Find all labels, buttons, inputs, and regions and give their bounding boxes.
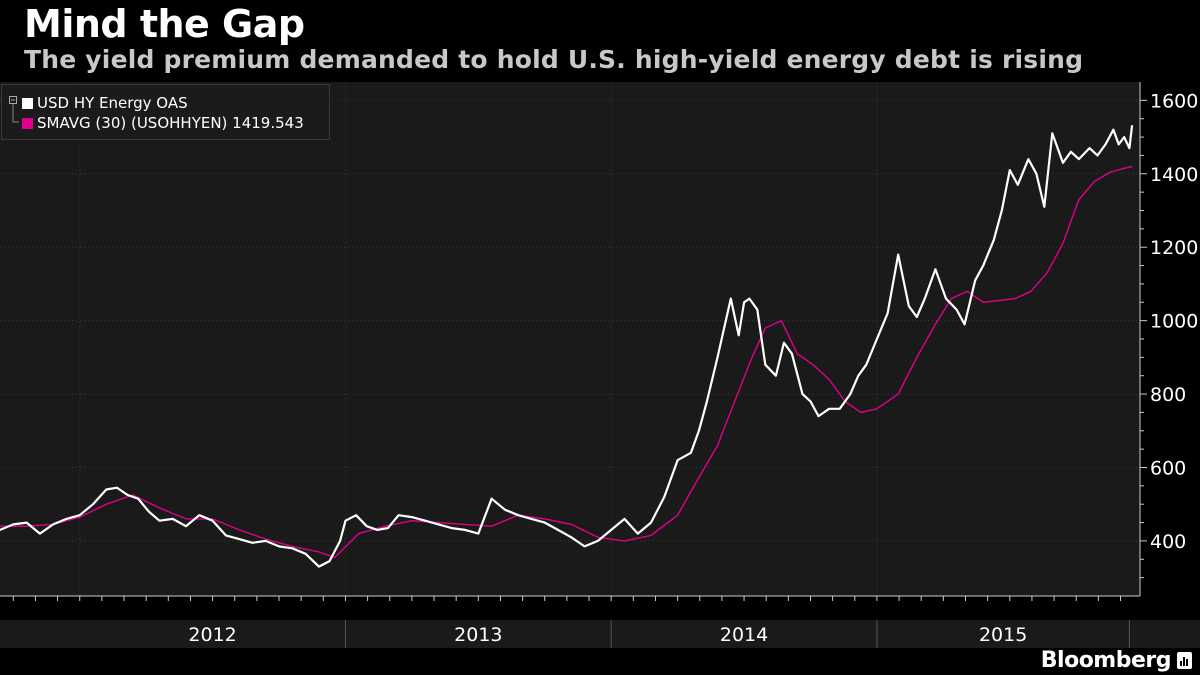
bloomberg-logo: Bloomberg (1041, 648, 1192, 673)
y-tick-label: 600 (1150, 458, 1186, 480)
legend-tree-icon[interactable] (9, 96, 21, 126)
y-tick-label: 1600 (1150, 90, 1198, 112)
bloomberg-terminal-icon (1177, 652, 1192, 669)
plot-area (0, 82, 1140, 596)
series-line-sma (0, 165, 1133, 559)
x-tick-label: 2015 (979, 624, 1027, 646)
chart-title: Mind the Gap (24, 2, 305, 46)
y-tick-label: 800 (1150, 384, 1186, 406)
legend-item-sma[interactable]: SMAVG (30) (USOHHYEN) 1419.543 (22, 113, 304, 133)
series-line-oas (0, 124, 1134, 568)
legend-swatch-oas (22, 97, 33, 109)
y-tick-label: 1000 (1150, 311, 1198, 333)
legend[interactable]: USD HY Energy OAS SMAVG (30) (USOHHYEN) … (1, 84, 330, 140)
brand-name: Bloomberg (1040, 648, 1172, 673)
legend-label-sma: SMAVG (30) (USOHHYEN) 1419.543 (37, 114, 304, 132)
y-tick-label: 1400 (1150, 164, 1198, 186)
y-tick-label: 1200 (1150, 237, 1198, 259)
legend-item-oas[interactable]: USD HY Energy OAS (22, 93, 188, 113)
x-axis-band (0, 620, 1200, 648)
x-tick-label: 2012 (188, 624, 236, 646)
legend-swatch-sma (22, 117, 33, 129)
x-tick-label: 2013 (454, 624, 502, 646)
y-tick-label: 400 (1150, 531, 1186, 553)
chart-subtitle: The yield premium demanded to hold U.S. … (24, 45, 1084, 74)
x-tick-label: 2014 (720, 624, 768, 646)
legend-label-oas: USD HY Energy OAS (37, 94, 188, 112)
